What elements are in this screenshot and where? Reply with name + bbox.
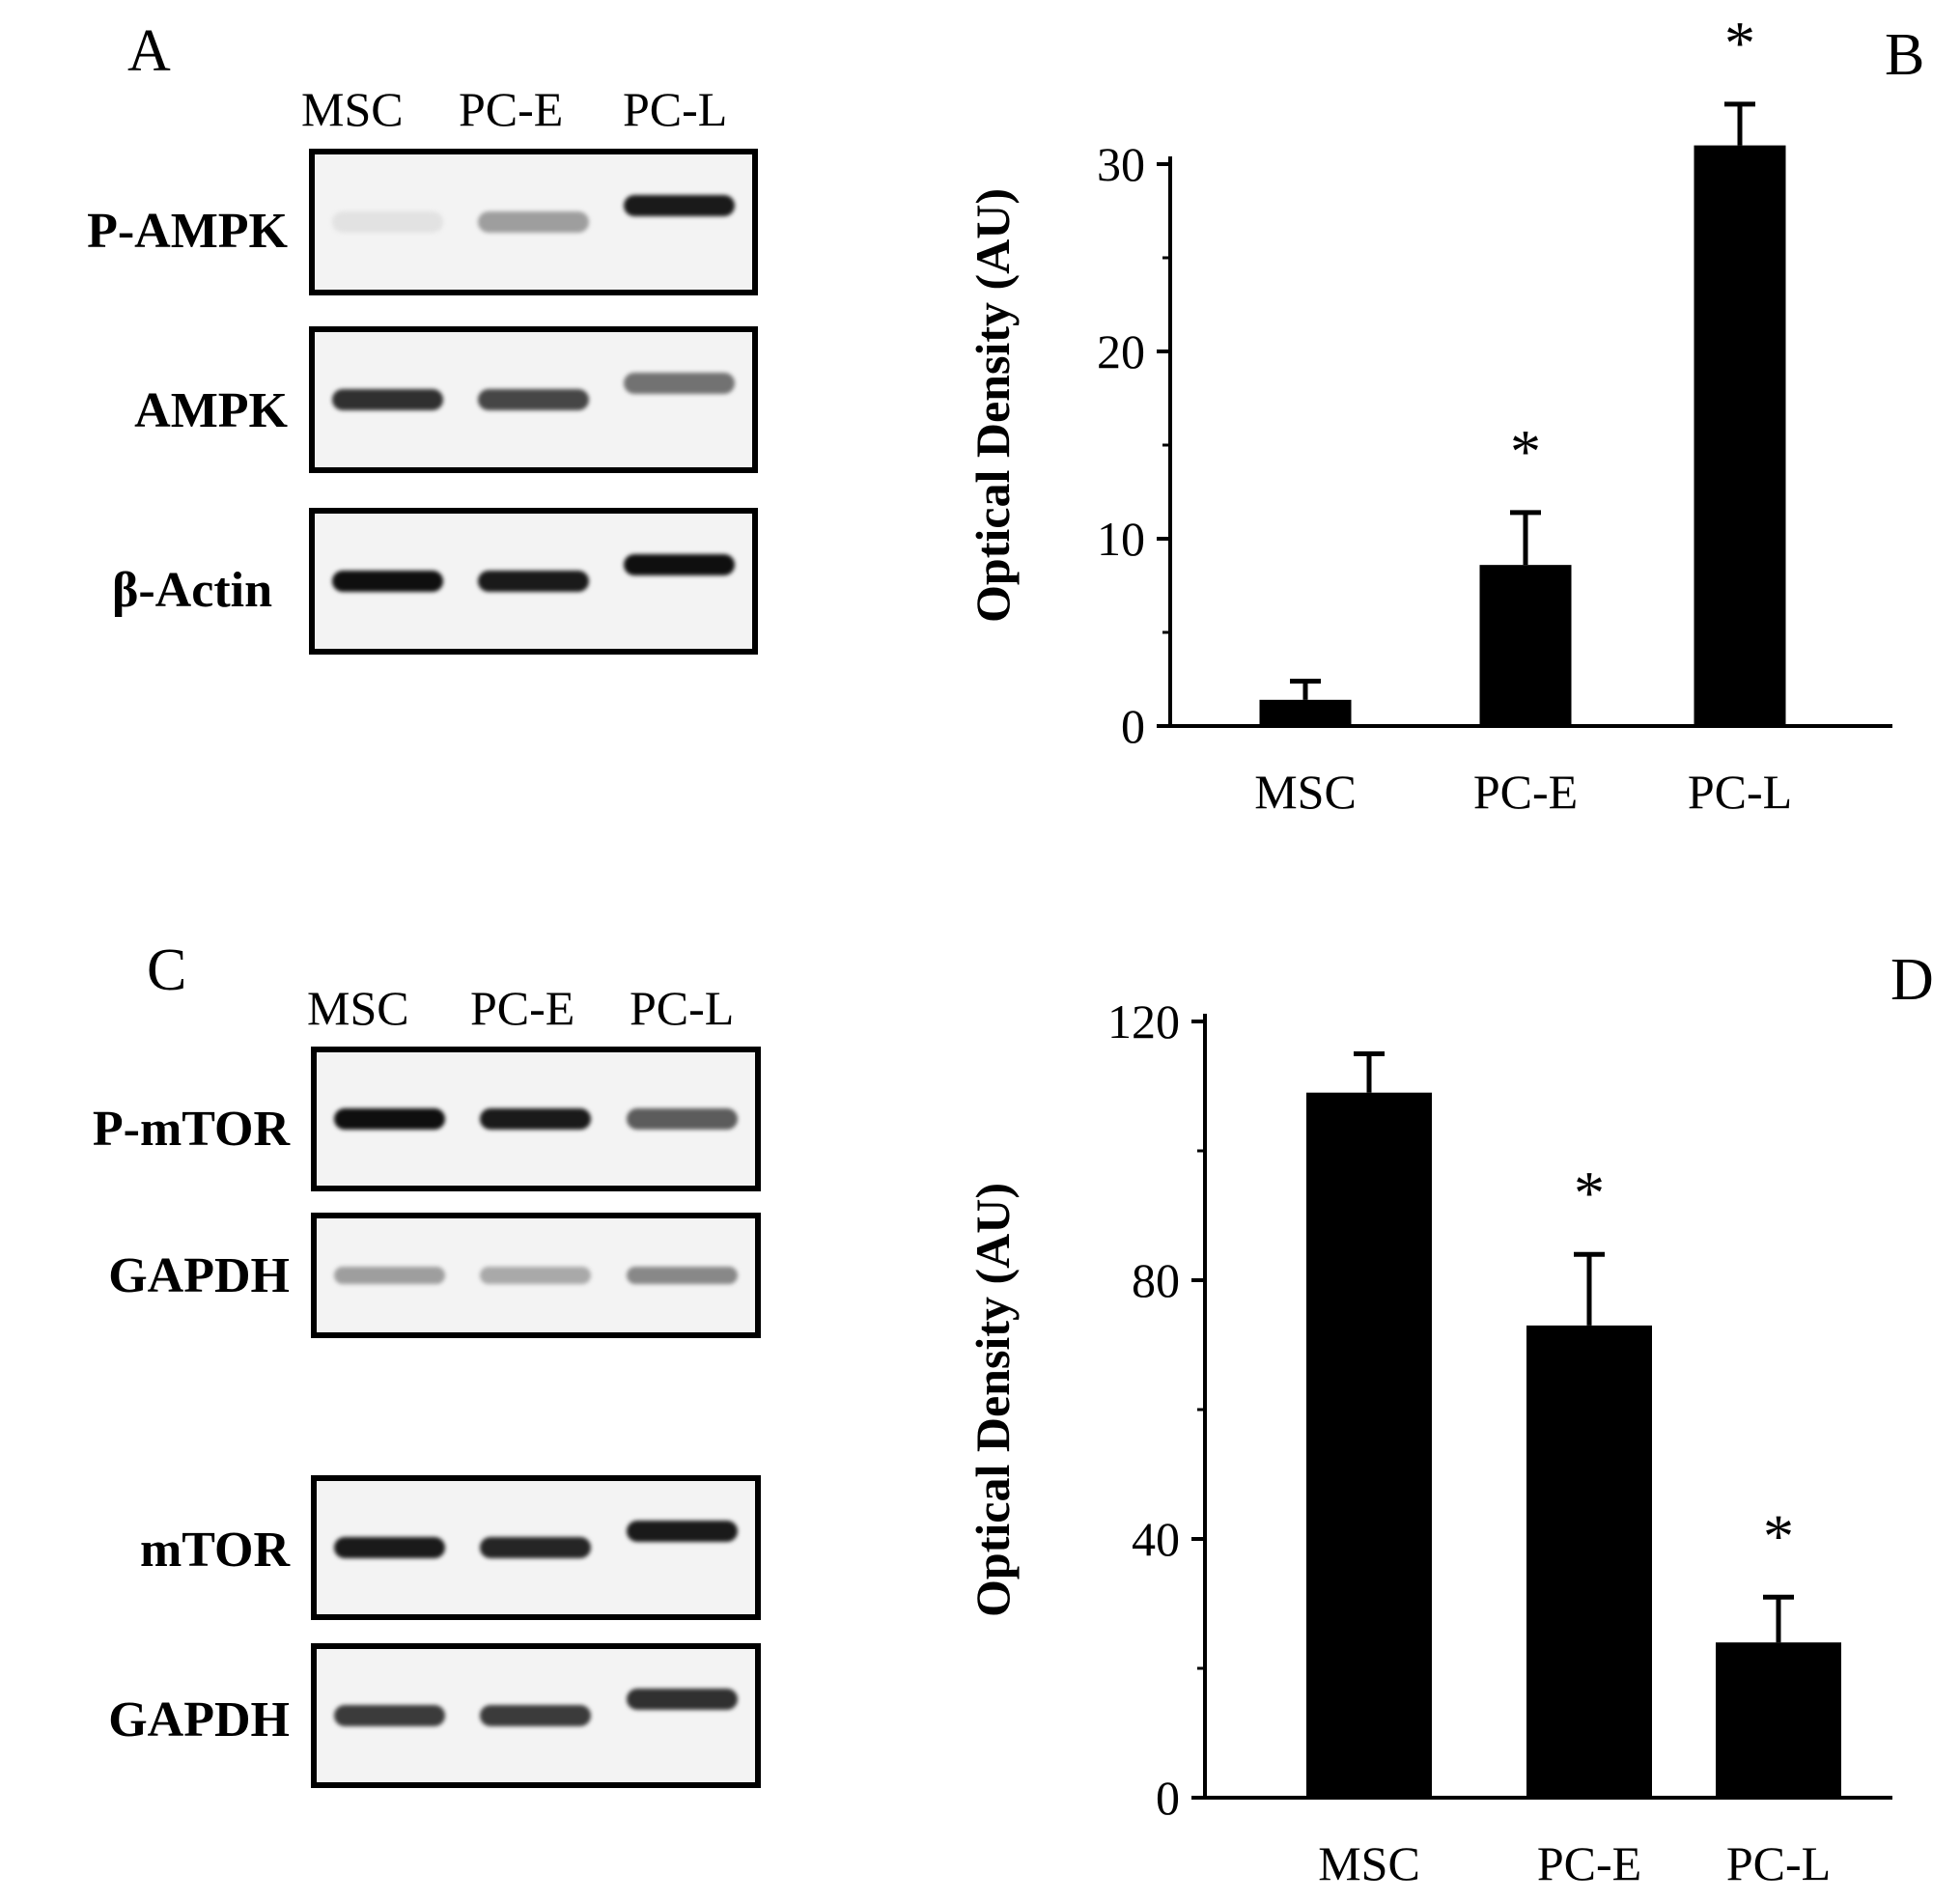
blot-label-gapdh-2: GAPDH	[108, 1692, 290, 1747]
lane-header-pce-a: PC-E	[459, 82, 564, 136]
blot-band	[624, 373, 735, 395]
y-axis-label: Optical Density (AU)	[966, 188, 1020, 623]
bar	[1259, 699, 1352, 726]
blot-mtor	[311, 1475, 761, 1620]
significance-marker: *	[1763, 1501, 1794, 1570]
lane-header-pcl-c: PC-L	[630, 981, 735, 1035]
blot-label-gapdh-1: GAPDH	[108, 1248, 290, 1303]
blot-band	[480, 1266, 592, 1285]
blot-band	[478, 388, 589, 411]
blot-label-p-ampk: P-AMPK	[87, 204, 288, 259]
blot-beta-actin	[309, 508, 758, 655]
x-category-label: PC-E	[1473, 765, 1578, 819]
lane-header-msc-a: MSC	[301, 82, 404, 136]
blot-band	[478, 210, 589, 234]
x-category-label: PC-E	[1537, 1836, 1641, 1890]
panel-letter-a: A	[127, 18, 171, 84]
significance-marker: *	[1724, 9, 1755, 77]
x-category-label: MSC	[1318, 1836, 1420, 1890]
blot-label-mtor: mTOR	[139, 1523, 290, 1578]
blot-band	[624, 554, 735, 576]
blot-gapdh-1	[311, 1213, 761, 1338]
blot-label-p-mtor: P-mTOR	[92, 1102, 290, 1157]
blot-band	[626, 1521, 738, 1543]
y-tick-label: 40	[1132, 1512, 1180, 1566]
significance-marker: *	[1574, 1159, 1605, 1227]
blot-band	[334, 1536, 446, 1559]
bar	[1306, 1092, 1432, 1798]
blot-band	[480, 1704, 592, 1727]
y-tick-label: 30	[1097, 137, 1145, 191]
lane-header-pcl-a: PC-L	[623, 82, 728, 136]
panel-letter-b: B	[1885, 22, 1925, 88]
blot-band	[332, 388, 443, 411]
blot-band	[334, 1704, 446, 1727]
y-tick-label: 0	[1121, 699, 1145, 753]
y-tick-label: 0	[1156, 1771, 1180, 1825]
y-axis-label: Optical Density (AU)	[966, 1183, 1020, 1617]
blot-gapdh-2	[311, 1643, 761, 1788]
x-category-label: PC-L	[1688, 765, 1792, 819]
lane-header-msc-c: MSC	[307, 981, 409, 1035]
blot-band	[624, 195, 735, 217]
blot-p-ampk	[309, 149, 758, 295]
blot-band	[332, 210, 443, 234]
bar	[1716, 1642, 1841, 1798]
bar	[1479, 565, 1572, 726]
panel-letter-d: D	[1890, 947, 1934, 1013]
x-category-label: PC-L	[1726, 1836, 1831, 1890]
bar	[1526, 1325, 1652, 1798]
significance-marker: *	[1510, 417, 1541, 486]
blot-p-mtor	[311, 1047, 761, 1191]
y-tick-label: 10	[1097, 512, 1145, 566]
blot-band	[480, 1536, 592, 1559]
blot-band	[626, 1107, 738, 1131]
blot-band	[332, 570, 443, 593]
blot-label-beta-actin: β-Actin	[111, 563, 272, 618]
bar	[1694, 145, 1786, 727]
y-tick-label: 20	[1097, 324, 1145, 378]
panel-letter-c: C	[147, 937, 187, 1003]
blot-band	[334, 1107, 446, 1131]
x-category-label: MSC	[1254, 765, 1357, 819]
blot-band	[480, 1107, 592, 1131]
y-tick-label: 120	[1107, 994, 1180, 1048]
blot-label-ampk: AMPK	[134, 383, 288, 438]
y-tick-label: 80	[1132, 1253, 1180, 1307]
blot-band	[626, 1266, 738, 1285]
lane-header-pce-c: PC-E	[470, 981, 575, 1035]
blot-band	[626, 1689, 738, 1711]
blot-ampk	[309, 326, 758, 473]
blot-band	[478, 570, 589, 593]
blot-band	[334, 1266, 446, 1285]
